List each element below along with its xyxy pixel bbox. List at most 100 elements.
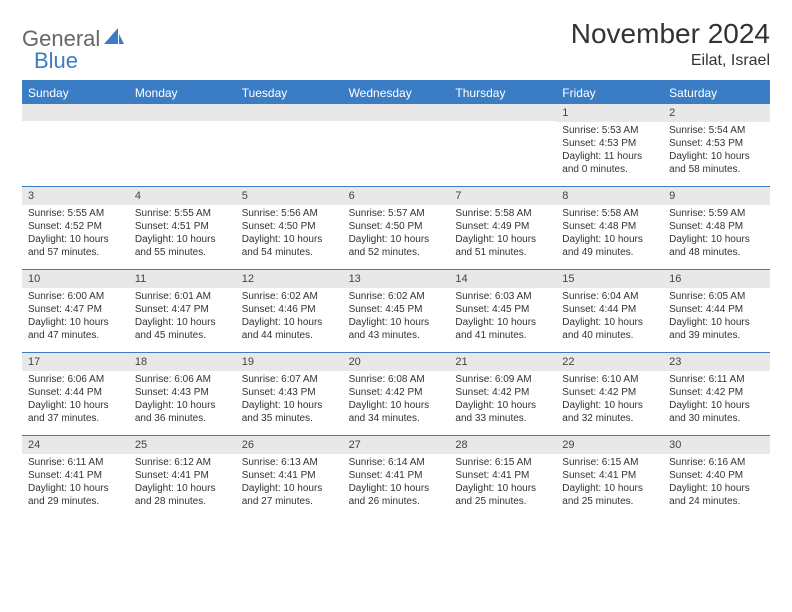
week-row: 24Sunrise: 6:11 AMSunset: 4:41 PMDayligh… [22,435,770,518]
day-cell: 4Sunrise: 5:55 AMSunset: 4:51 PMDaylight… [129,187,236,269]
weekday-wed: Wednesday [343,82,450,104]
daylight-text: Daylight: 10 hours and 45 minutes. [135,316,230,342]
day-body: Sunrise: 6:02 AMSunset: 4:45 PMDaylight:… [343,288,450,346]
sunset-text: Sunset: 4:53 PM [562,137,657,150]
sunrise-text: Sunrise: 6:02 AM [349,290,444,303]
day-cell: 17Sunrise: 6:06 AMSunset: 4:44 PMDayligh… [22,353,129,435]
day-number: 3 [22,187,129,205]
sunrise-text: Sunrise: 5:58 AM [455,207,550,220]
sunset-text: Sunset: 4:43 PM [135,386,230,399]
sunrise-text: Sunrise: 6:15 AM [455,456,550,469]
sunset-text: Sunset: 4:53 PM [669,137,764,150]
daylight-text: Daylight: 10 hours and 40 minutes. [562,316,657,342]
daylight-text: Daylight: 10 hours and 43 minutes. [349,316,444,342]
day-body: Sunrise: 6:01 AMSunset: 4:47 PMDaylight:… [129,288,236,346]
weekday-fri: Friday [556,82,663,104]
daylight-text: Daylight: 10 hours and 51 minutes. [455,233,550,259]
sunset-text: Sunset: 4:42 PM [455,386,550,399]
day-cell: 6Sunrise: 5:57 AMSunset: 4:50 PMDaylight… [343,187,450,269]
month-title: November 2024 [571,18,770,50]
day-number: 13 [343,270,450,288]
day-body: Sunrise: 6:05 AMSunset: 4:44 PMDaylight:… [663,288,770,346]
sunset-text: Sunset: 4:41 PM [455,469,550,482]
day-cell: 16Sunrise: 6:05 AMSunset: 4:44 PMDayligh… [663,270,770,352]
sunrise-text: Sunrise: 6:05 AM [669,290,764,303]
sunset-text: Sunset: 4:41 PM [135,469,230,482]
day-body: Sunrise: 6:02 AMSunset: 4:46 PMDaylight:… [236,288,343,346]
sunset-text: Sunset: 4:41 PM [242,469,337,482]
day-number: 1 [556,104,663,122]
sunset-text: Sunset: 4:42 PM [669,386,764,399]
sunset-text: Sunset: 4:48 PM [669,220,764,233]
daylight-text: Daylight: 10 hours and 25 minutes. [562,482,657,508]
day-cell [236,104,343,186]
day-number [449,104,556,121]
sunset-text: Sunset: 4:44 PM [562,303,657,316]
day-cell: 21Sunrise: 6:09 AMSunset: 4:42 PMDayligh… [449,353,556,435]
calendar: Sunday Monday Tuesday Wednesday Thursday… [22,80,770,518]
day-number: 17 [22,353,129,371]
day-number: 12 [236,270,343,288]
sunrise-text: Sunrise: 6:03 AM [455,290,550,303]
sunset-text: Sunset: 4:40 PM [669,469,764,482]
day-body: Sunrise: 5:58 AMSunset: 4:49 PMDaylight:… [449,205,556,263]
day-number: 30 [663,436,770,454]
daylight-text: Daylight: 10 hours and 24 minutes. [669,482,764,508]
day-number: 16 [663,270,770,288]
sunrise-text: Sunrise: 6:06 AM [28,373,123,386]
day-cell: 20Sunrise: 6:08 AMSunset: 4:42 PMDayligh… [343,353,450,435]
day-number: 28 [449,436,556,454]
sunset-text: Sunset: 4:43 PM [242,386,337,399]
sunrise-text: Sunrise: 5:55 AM [28,207,123,220]
week-row: 17Sunrise: 6:06 AMSunset: 4:44 PMDayligh… [22,352,770,435]
day-number: 19 [236,353,343,371]
day-number: 10 [22,270,129,288]
daylight-text: Daylight: 10 hours and 26 minutes. [349,482,444,508]
day-body: Sunrise: 5:54 AMSunset: 4:53 PMDaylight:… [663,122,770,180]
daylight-text: Daylight: 10 hours and 52 minutes. [349,233,444,259]
sunrise-text: Sunrise: 6:04 AM [562,290,657,303]
day-body: Sunrise: 5:57 AMSunset: 4:50 PMDaylight:… [343,205,450,263]
logo-text-blue: Blue [34,48,78,74]
day-number: 5 [236,187,343,205]
daylight-text: Daylight: 10 hours and 47 minutes. [28,316,123,342]
day-cell: 30 Sunrise: 6:16 AMSunset: 4:40 PMDayligh… [663,436,770,518]
day-number: 23 [663,353,770,371]
logo-sail-icon [104,28,124,51]
day-cell: 25Sunrise: 6:12 AMSunset: 4:41 PMDayligh… [129,436,236,518]
day-cell: 23Sunrise: 6:11 AMSunset: 4:42 PMDayligh… [663,353,770,435]
day-body: Sunrise: 6:10 AMSunset: 4:42 PMDaylight:… [556,371,663,429]
day-body: Sunrise: 6:08 AMSunset: 4:42 PMDaylight:… [343,371,450,429]
sunrise-text: Sunrise: 5:55 AM [135,207,230,220]
weekday-thu: Thursday [449,82,556,104]
day-number: 15 [556,270,663,288]
day-cell: 24Sunrise: 6:11 AMSunset: 4:41 PMDayligh… [22,436,129,518]
day-number: 25 [129,436,236,454]
day-body: Sunrise: 5:55 AMSunset: 4:52 PMDaylight:… [22,205,129,263]
day-number: 24 [22,436,129,454]
day-cell: 10Sunrise: 6:00 AMSunset: 4:47 PMDayligh… [22,270,129,352]
day-cell: 2Sunrise: 5:54 AMSunset: 4:53 PMDaylight… [663,104,770,186]
day-body: Sunrise: 5:58 AMSunset: 4:48 PMDaylight:… [556,205,663,263]
day-body: Sunrise: 6:00 AMSunset: 4:47 PMDaylight:… [22,288,129,346]
title-block: November 2024 Eilat, Israel [571,18,770,70]
logo-line2: Blue [34,40,78,74]
sunrise-text: Sunrise: 6:10 AM [562,373,657,386]
header: General November 2024 Eilat, Israel [22,18,770,70]
day-body: Sunrise: 6:11 AMSunset: 4:41 PMDaylight:… [22,454,129,512]
sunrise-text: Sunrise: 6:16 AM [669,456,764,469]
day-cell: 3Sunrise: 5:55 AMSunset: 4:52 PMDaylight… [22,187,129,269]
sunrise-text: Sunrise: 5:54 AM [669,124,764,137]
daylight-text: Daylight: 10 hours and 28 minutes. [135,482,230,508]
sunset-text: Sunset: 4:42 PM [349,386,444,399]
sunrise-text: Sunrise: 6:02 AM [242,290,337,303]
day-body: Sunrise: 6:03 AMSunset: 4:45 PMDaylight:… [449,288,556,346]
day-number: 8 [556,187,663,205]
daylight-text: Daylight: 10 hours and 57 minutes. [28,233,123,259]
day-cell: 13Sunrise: 6:02 AMSunset: 4:45 PMDayligh… [343,270,450,352]
sunset-text: Sunset: 4:41 PM [562,469,657,482]
day-body: Sunrise: 5:55 AMSunset: 4:51 PMDaylight:… [129,205,236,263]
day-number: 29 [556,436,663,454]
day-cell: 15 Sunrise: 6:04 AMSunset: 4:44 PMDayligh… [556,270,663,352]
day-number: 11 [129,270,236,288]
